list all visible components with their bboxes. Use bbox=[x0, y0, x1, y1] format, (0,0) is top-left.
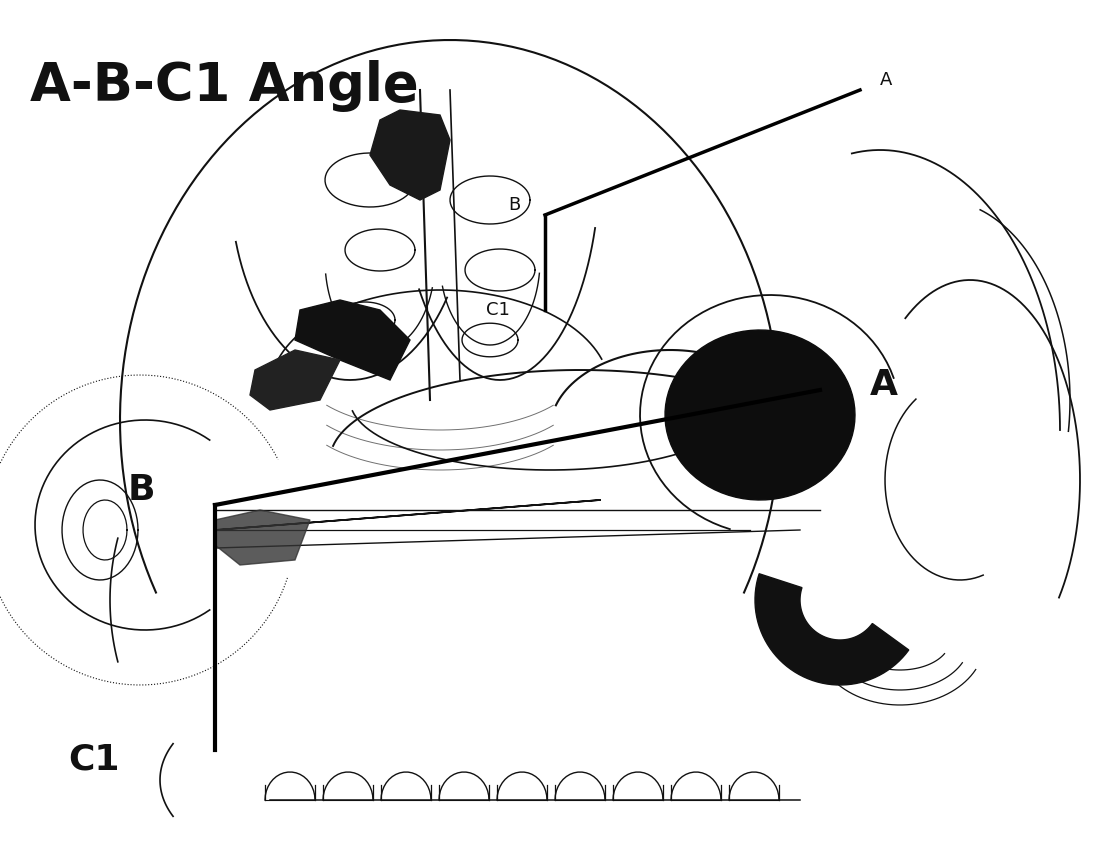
Polygon shape bbox=[665, 330, 855, 500]
Text: A: A bbox=[880, 71, 892, 89]
Polygon shape bbox=[370, 110, 449, 200]
Text: B: B bbox=[127, 473, 155, 507]
Polygon shape bbox=[295, 300, 410, 380]
Polygon shape bbox=[249, 350, 340, 410]
Polygon shape bbox=[215, 510, 310, 565]
Text: A-B-C1 Angle: A-B-C1 Angle bbox=[30, 60, 419, 112]
Text: A: A bbox=[870, 368, 898, 402]
Text: C1: C1 bbox=[68, 743, 120, 777]
Polygon shape bbox=[755, 574, 909, 685]
Text: C1: C1 bbox=[486, 301, 510, 319]
Text: B: B bbox=[508, 196, 520, 214]
